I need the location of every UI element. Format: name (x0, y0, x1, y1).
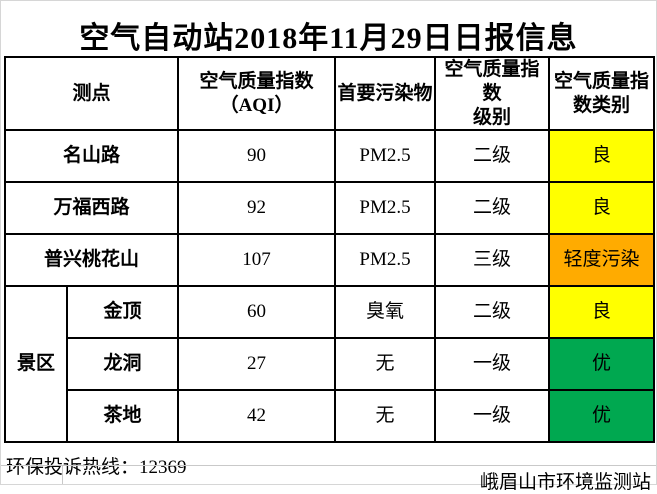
footer-row: 峨眉山市环境监测站 (1, 465, 656, 493)
table-row-jinding: 景区 金顶 60 臭氧 二级 良 (4, 285, 656, 444)
site-name: 万福西路 (3, 181, 180, 236)
level-value: 二级 (434, 129, 551, 184)
table-row-chadi: 茶地 42 无 一级 优 (5, 389, 656, 444)
category-badge: 轻度污染 (548, 233, 656, 288)
level-value: 二级 (434, 285, 551, 340)
pollutant-value: PM2.5 (334, 129, 437, 184)
complaint-hotline: 环保投诉热线：12369 (6, 457, 187, 479)
category-badge: 良 (548, 285, 656, 340)
header-level: 空气质量指数 级别 (434, 55, 551, 132)
footer-empty-cell (1, 466, 63, 484)
pollutant-value: PM2.5 (334, 181, 437, 236)
monitoring-station-name: 峨眉山市环境监测站 (479, 472, 651, 493)
aqi-value: 90 (177, 129, 337, 184)
table-row-puxingtaohuashan: 普兴桃花山 107 PM2.5 三级 轻度污染 (3, 233, 656, 288)
level-value: 二级 (434, 181, 551, 236)
page-title: 空气自动站2018年11月29日日报信息 (79, 22, 578, 55)
header-category: 空气质量指 数类别 (548, 55, 656, 132)
pollutant-value: 臭氧 (334, 285, 437, 340)
level-value: 一级 (434, 337, 551, 392)
aqi-value: 92 (177, 181, 337, 236)
aqi-value: 27 (177, 337, 337, 392)
table-row-wanfuxilu: 万福西路 92 PM2.5 二级 良 (3, 181, 656, 236)
aqi-report-table: 测点 空气质量指数 （AQI） 首要污染物 空气质量指数 级别 空气质量指 数类… (3, 55, 656, 444)
header-site: 测点 (3, 55, 180, 132)
level-value: 一级 (434, 389, 551, 444)
aqi-value: 42 (177, 389, 337, 444)
aqi-value: 60 (177, 285, 337, 340)
site-name: 名山路 (3, 129, 180, 184)
table-row-mingshanlu: 名山路 90 PM2.5 二级 良 (3, 129, 656, 184)
pollutant-value: 无 (334, 389, 437, 444)
category-badge: 良 (548, 181, 656, 236)
site-group-label: 景区 (4, 285, 68, 444)
category-badge: 优 (548, 389, 656, 444)
header-pollutant: 首要污染物 (334, 55, 437, 132)
aqi-value: 107 (177, 233, 337, 288)
header-aqi: 空气质量指数 （AQI） (177, 55, 337, 132)
level-value: 三级 (434, 233, 551, 288)
site-name: 普兴桃花山 (3, 233, 180, 288)
table-header-row: 测点 空气质量指数 （AQI） 首要污染物 空气质量指数 级别 空气质量指 数类… (3, 55, 656, 132)
site-name: 金顶 (65, 285, 180, 340)
table-row-longdong: 龙洞 27 无 一级 优 (5, 337, 656, 392)
pollutant-value: 无 (334, 337, 437, 392)
site-name: 龙洞 (65, 337, 180, 392)
category-badge: 优 (548, 337, 656, 392)
pollutant-value: PM2.5 (334, 233, 437, 288)
site-name: 茶地 (65, 389, 180, 444)
category-badge: 良 (548, 129, 656, 184)
